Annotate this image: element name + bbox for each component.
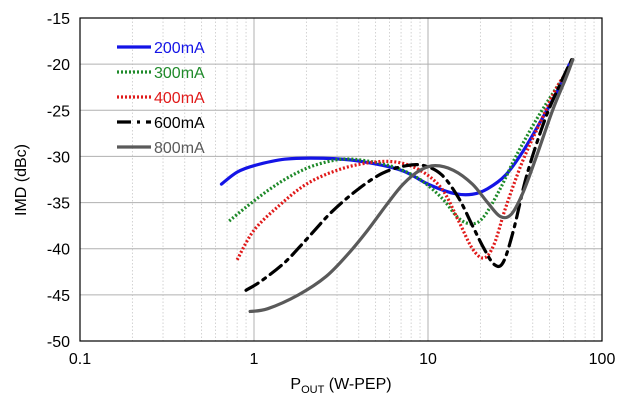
y-tick-label: -15 (47, 11, 70, 28)
legend-label: 300mA (154, 65, 205, 82)
series-line-300mA (228, 67, 571, 226)
series-line-400mA (235, 67, 571, 261)
y-tick-label: -50 (47, 334, 70, 351)
x-axis-title: POUT (W-PEP) (290, 376, 391, 396)
y-tick-label: -20 (47, 57, 70, 74)
y-tick-label: -30 (47, 149, 70, 166)
series-line-600mA (244, 57, 574, 292)
x-axis-title-main: P (290, 376, 301, 393)
y-tick-label: -45 (47, 288, 70, 305)
tick-label-layer: 0.1 1 10 100 -15 -20 -25 -30 -35 -40 -45 -50 (47, 11, 616, 368)
series-line-800mA (248, 57, 575, 314)
y-tick-label: -25 (47, 103, 70, 120)
legend: 200mA 300mA 400mA 600mA 800mA (117, 40, 205, 157)
y-axis-title: IMD (dBc) (13, 144, 30, 216)
x-tick-label: 100 (589, 351, 616, 368)
legend-label: 600mA (154, 115, 205, 132)
x-tick-label: 10 (419, 351, 437, 368)
plot-area-border (79, 17, 603, 342)
series-layer (219, 57, 575, 314)
x-tick-label: 1 (250, 351, 259, 368)
x-tick-label: 0.1 (69, 351, 91, 368)
x-axis-title-rest: (W-PEP) (324, 376, 391, 393)
y-tick-label: -40 (47, 242, 70, 259)
y-tick-label: -35 (47, 196, 70, 213)
legend-label: 200mA (154, 40, 205, 57)
legend-label: 800mA (154, 140, 205, 157)
legend-label: 400mA (154, 90, 205, 107)
x-axis-title-subscript: OUT (301, 384, 325, 396)
